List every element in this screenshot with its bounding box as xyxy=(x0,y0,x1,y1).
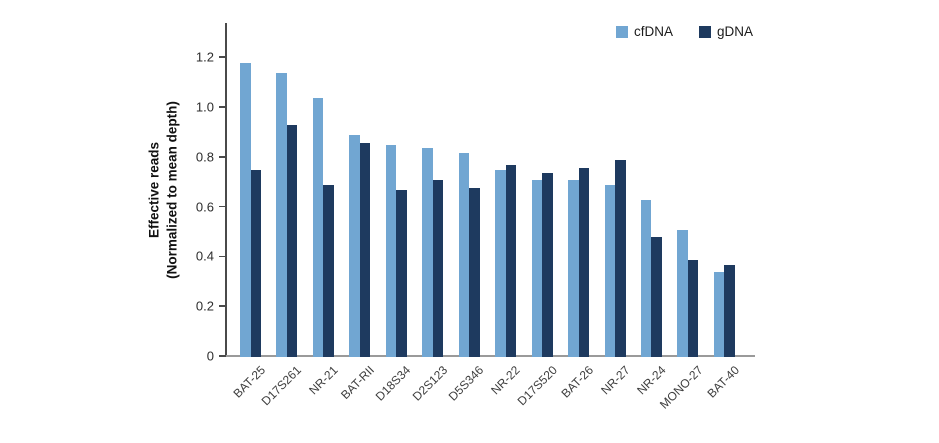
y-tick-mark xyxy=(219,355,225,357)
x-category-label: NR-21 xyxy=(306,363,341,398)
bar-cfdna xyxy=(531,180,543,357)
bar-group: NR-21 xyxy=(306,23,341,397)
x-category-label: NR-27 xyxy=(598,363,633,398)
legend-item-gdna: gDNA xyxy=(699,24,753,39)
bar-cfdna xyxy=(713,272,725,357)
bar-gdna xyxy=(724,264,735,357)
x-category-label: BAT-RII xyxy=(338,363,378,402)
bar-cfdna xyxy=(385,145,397,357)
bar-group: BAT-40 xyxy=(704,23,742,401)
bar-cfdna xyxy=(276,73,287,357)
legend: cfDNA gDNA xyxy=(616,24,753,39)
legend-swatch-icon xyxy=(699,25,712,38)
bar-group: D17S520 xyxy=(514,23,560,408)
y-tick-mark xyxy=(219,205,225,208)
y-tick-mark xyxy=(219,56,225,58)
bar-group: D18S34 xyxy=(373,23,414,404)
y-tick-label: 0.6 xyxy=(195,199,214,215)
bar-gdna xyxy=(505,165,517,357)
y-tick-label: 0 xyxy=(206,348,214,364)
x-category-label: D17S520 xyxy=(514,363,560,409)
y-tick-label: 1.0 xyxy=(195,99,214,115)
y-axis-title-line1: Effective reads xyxy=(146,141,162,239)
y-tick-label: 0.4 xyxy=(195,248,214,264)
y-tick-mark xyxy=(219,156,225,158)
bar-gdna xyxy=(469,187,480,357)
y-tick-mark xyxy=(219,305,225,307)
legend-item-cfdna: cfDNA xyxy=(616,24,673,39)
bar-gdna xyxy=(432,180,444,357)
bar-gdna xyxy=(323,185,334,357)
legend-label: cfDNA xyxy=(634,24,674,39)
bar-gdna xyxy=(615,160,626,357)
legend-label: gDNA xyxy=(717,24,754,39)
y-tick-mark xyxy=(219,255,225,258)
bar-group: BAT-26 xyxy=(558,23,596,401)
bar-group: D17S261 xyxy=(259,23,304,408)
bar-cfdna xyxy=(422,147,433,357)
bar-group: NR-22 xyxy=(489,23,523,397)
x-category-label: NR-24 xyxy=(634,363,669,398)
bar-cfdna xyxy=(458,152,470,357)
bar-gdna xyxy=(286,125,298,357)
bar-cfdna xyxy=(240,63,251,357)
x-category-label: BAT-40 xyxy=(704,363,742,401)
x-category-label: D5S346 xyxy=(446,363,487,404)
bar-cfdna xyxy=(495,170,506,357)
bar-group: NR-27 xyxy=(598,23,632,397)
bar-cfdna xyxy=(677,230,688,357)
bar-group: NR-24 xyxy=(634,23,669,397)
x-category-label: D18S34 xyxy=(373,363,414,404)
bar-gdna xyxy=(687,259,699,357)
plot-area: BAT-25 D17S261 NR-21 BAT-RII D18S34 D2S123 D5S… xyxy=(227,23,755,412)
bar-gdna xyxy=(359,142,371,357)
bar-cfdna xyxy=(312,98,324,357)
bar-group: MONO-27 xyxy=(657,23,705,412)
y-tick-label: 0.2 xyxy=(195,298,214,314)
bar-gdna xyxy=(651,237,662,357)
bar-gdna xyxy=(578,167,590,357)
bar-cfdna xyxy=(640,200,652,357)
bar-group: BAT-25 xyxy=(230,23,268,401)
y-tick-label: 1.2 xyxy=(195,49,214,65)
bar-group: BAT-RII xyxy=(338,23,377,402)
x-axis-line xyxy=(226,355,755,357)
bar-group: D2S123 xyxy=(410,23,450,404)
bar-gdna xyxy=(396,190,407,357)
bar-gdna xyxy=(250,170,261,357)
bar-group: D5S346 xyxy=(446,23,487,404)
bar-cfdna xyxy=(568,180,579,357)
bar-cfdna xyxy=(604,185,616,357)
x-category-label: D2S123 xyxy=(409,363,451,404)
y-tick-mark xyxy=(219,106,225,108)
bar-cfdna xyxy=(349,135,360,357)
y-tick-label: 0.8 xyxy=(195,149,214,165)
bar-gdna xyxy=(542,172,553,357)
y-axis-line xyxy=(225,23,227,357)
x-category-label: BAT-26 xyxy=(558,363,596,401)
legend-swatch-icon xyxy=(616,25,628,38)
x-category-label: NR-22 xyxy=(488,363,524,398)
